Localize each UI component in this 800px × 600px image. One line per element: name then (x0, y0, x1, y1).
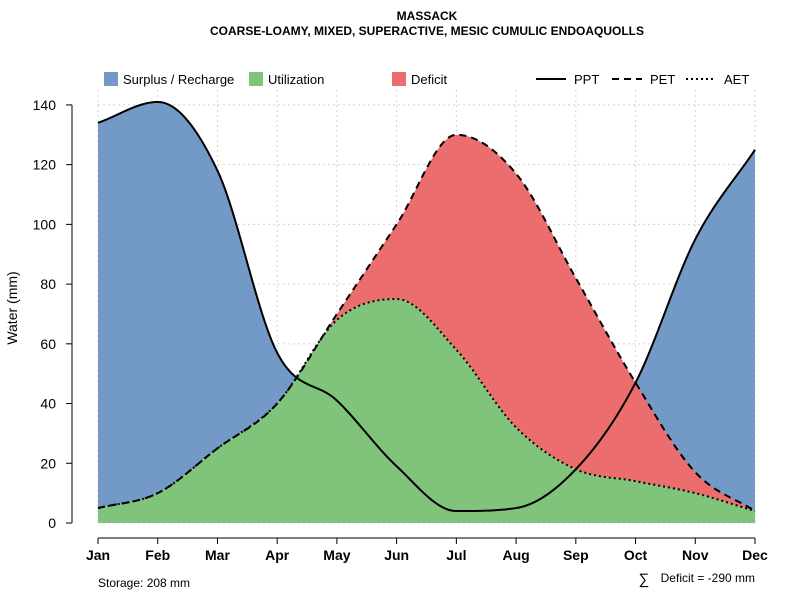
x-tick-label: Nov (682, 547, 709, 563)
deficit-note: Deficit = -290 mm (661, 571, 755, 585)
x-tick-label: Sep (563, 547, 589, 563)
x-tick-label: Mar (205, 547, 230, 563)
legend-swatch-utilization (249, 72, 263, 86)
axes: 0 20 40 60 80 100 120 140 Jan Feb Mar Apr May Jun Jul A… (33, 97, 768, 563)
y-tick-label: 80 (40, 276, 56, 292)
x-tick-label: Jul (446, 547, 466, 563)
legend: Surplus / Recharge Utilization Deficit P… (104, 72, 749, 87)
x-tick-label: Dec (742, 547, 768, 563)
x-tick-label: Jun (384, 547, 409, 563)
area-fills (98, 101, 755, 523)
legend-label-ppt: PPT (574, 72, 599, 87)
legend-label-utilization: Utilization (268, 72, 324, 87)
storage-note: Storage: 208 mm (98, 576, 190, 590)
y-tick-label: 120 (33, 157, 57, 173)
x-tick-label: Jan (86, 547, 110, 563)
y-tick-label: 0 (48, 515, 56, 531)
series-lines (97, 100, 756, 513)
sum-icon: ∑ (639, 571, 650, 588)
x-tick-label: Aug (502, 547, 529, 563)
legend-label-pet: PET (650, 72, 675, 87)
area-utilization (98, 299, 755, 523)
y-tick-label: 140 (33, 97, 57, 113)
legend-swatch-deficit (392, 72, 406, 86)
x-tick-label: Apr (265, 547, 290, 563)
y-tick-label: 100 (33, 216, 57, 232)
x-tick-label: Oct (624, 547, 648, 563)
legend-label-deficit: Deficit (411, 72, 448, 87)
chart-title: MASSACK (397, 9, 458, 23)
legend-label-aet: AET (724, 72, 749, 87)
y-tick-label: 20 (40, 455, 56, 471)
legend-swatch-surplus (104, 72, 118, 86)
chart-subtitle: COARSE-LOAMY, MIXED, SUPERACTIVE, MESIC … (210, 24, 644, 38)
series-line-pet (97, 133, 756, 512)
area-deficit (98, 134, 755, 512)
x-tick-label: Feb (145, 547, 170, 563)
series-line-ppt (97, 100, 756, 513)
legend-label-surplus: Surplus / Recharge (123, 72, 234, 87)
y-tick-label: 60 (40, 336, 56, 352)
area-surplus-recharge (98, 101, 755, 512)
y-tick-label: 40 (40, 396, 56, 412)
x-tick-label: May (323, 547, 350, 563)
y-axis-label: Water (mm) (4, 271, 20, 344)
